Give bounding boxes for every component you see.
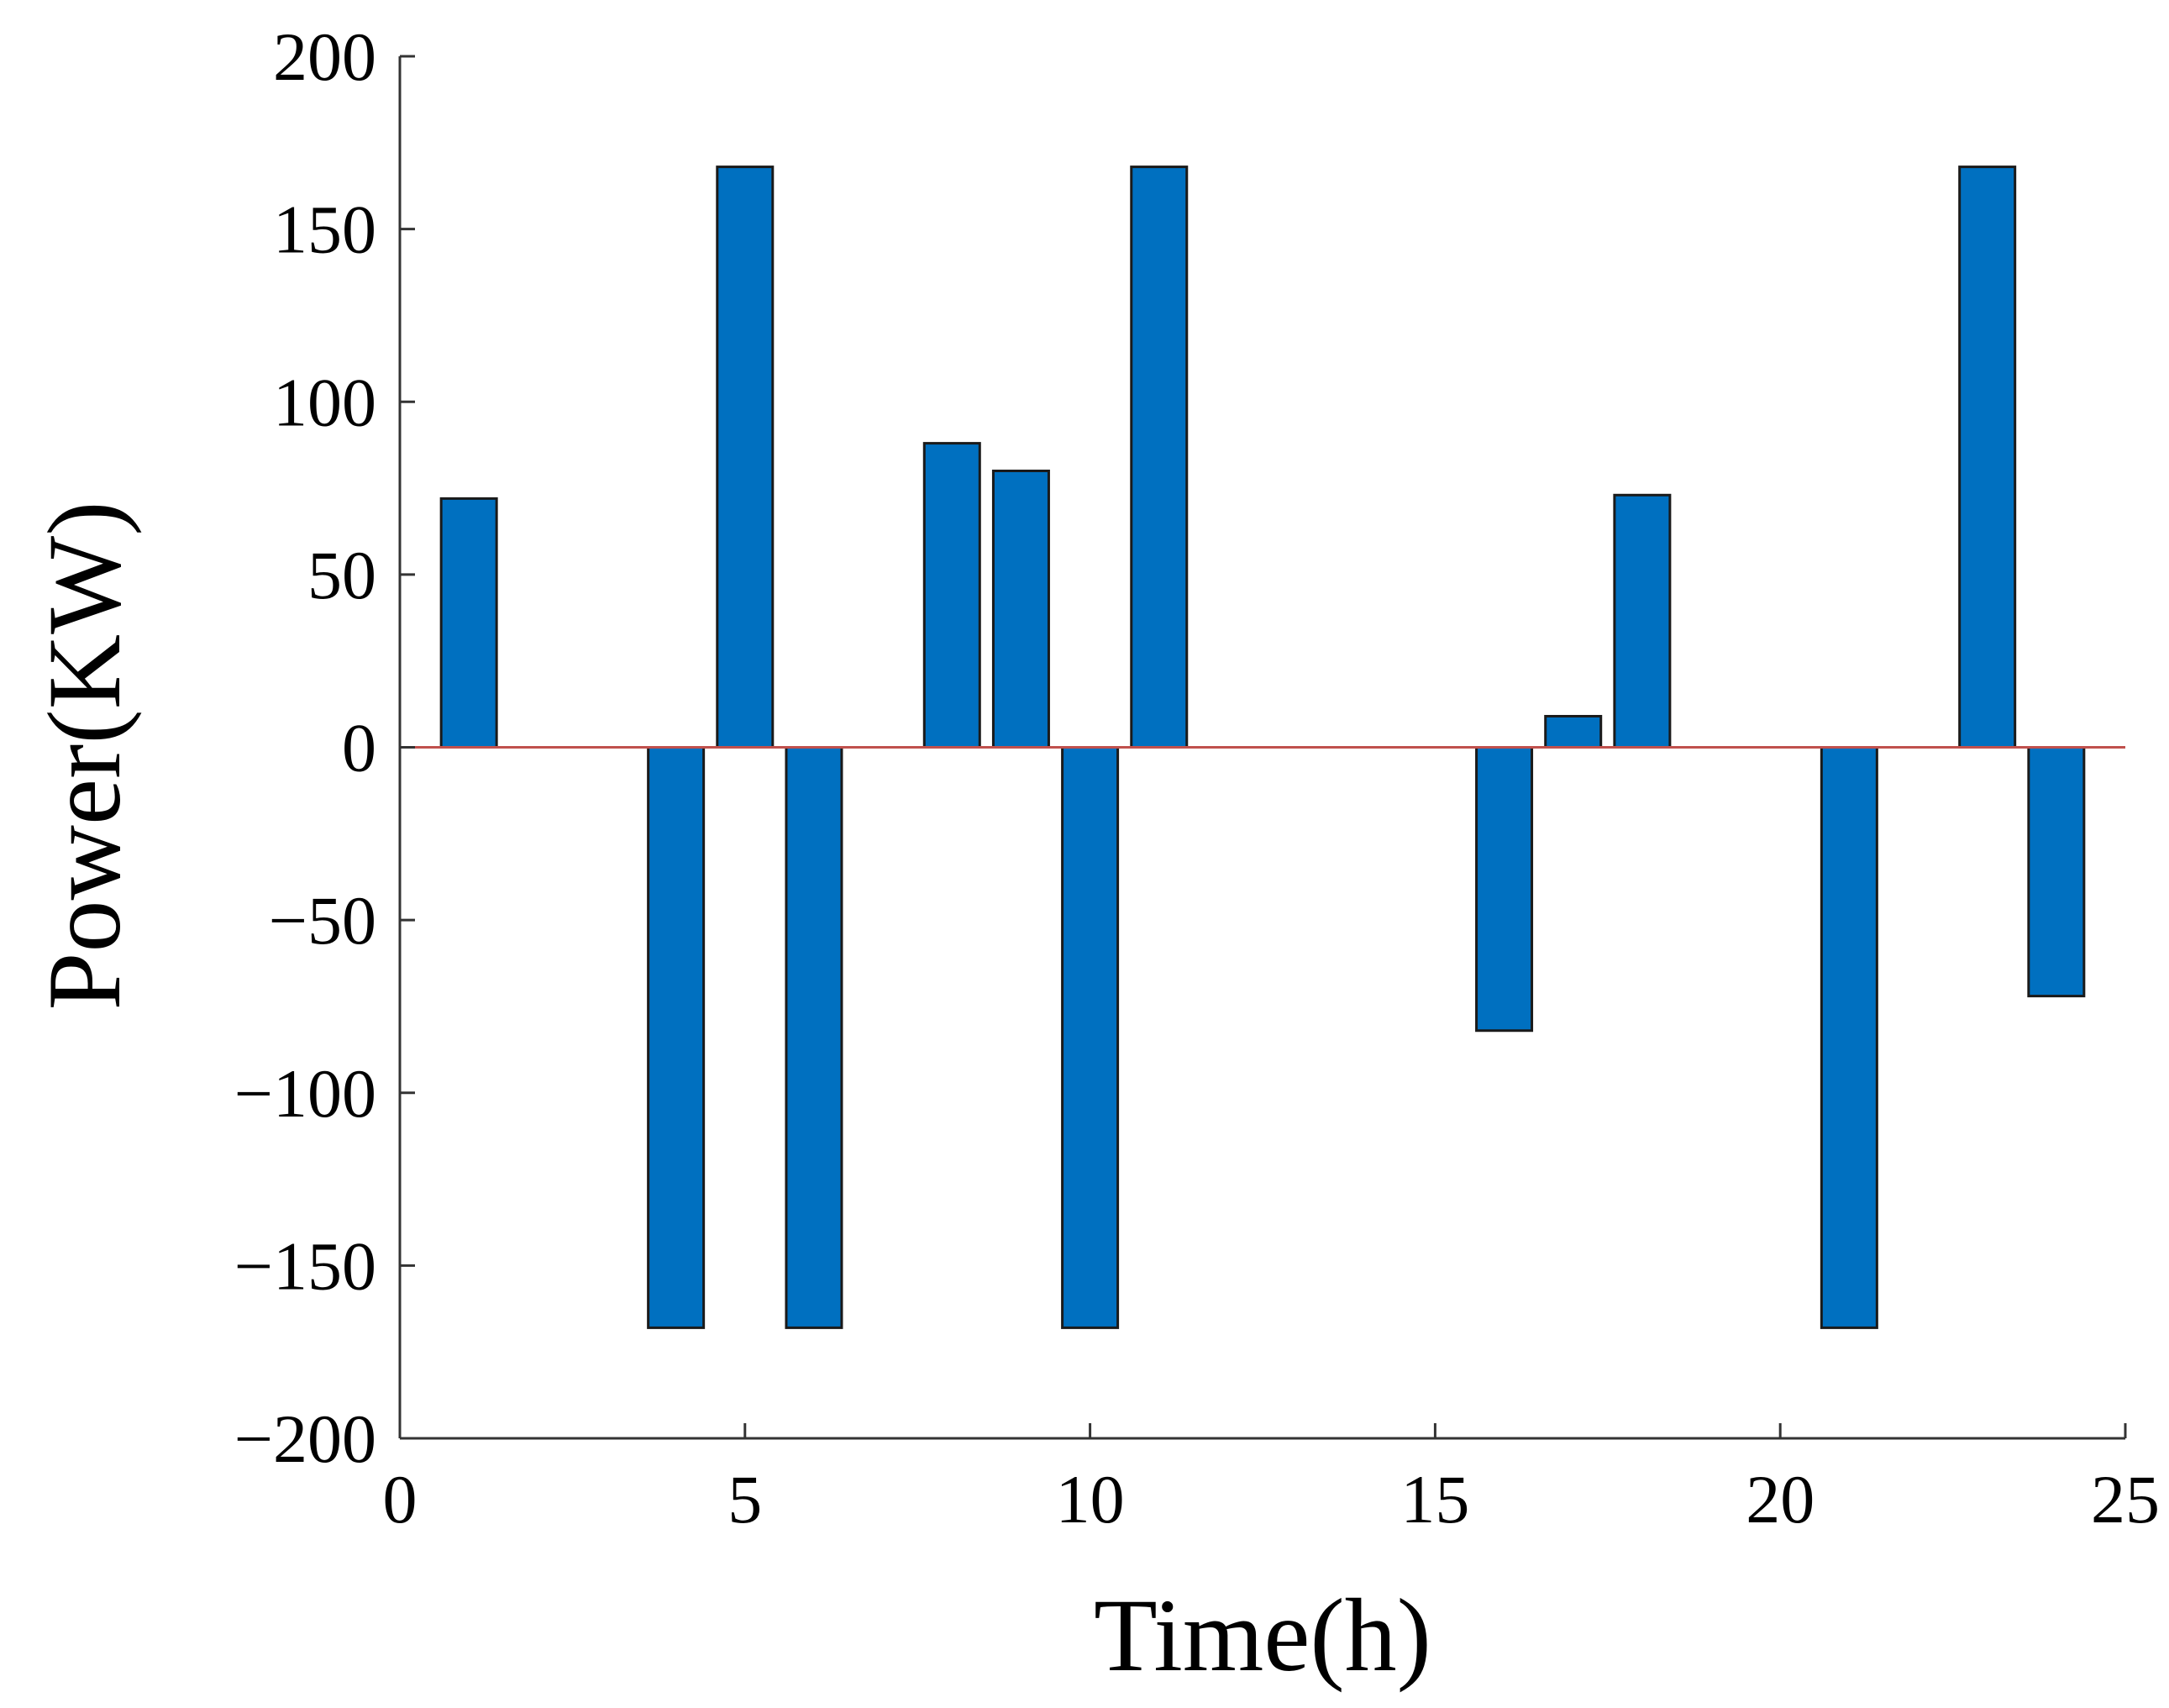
bar-6 (785, 746, 843, 1329)
y-tick-label: −200 (234, 1401, 376, 1477)
axes-group (398, 55, 2127, 1440)
bar-16 (1475, 746, 1534, 1033)
x-tick-label: 20 (1746, 1461, 1815, 1537)
y-tick-label: 200 (273, 18, 376, 95)
x-tick-label: 15 (1400, 1461, 1469, 1537)
bar-18 (1613, 493, 1672, 749)
bar-10 (1061, 746, 1120, 1329)
x-tick-label: 5 (727, 1461, 762, 1537)
x-tick-label: 25 (2091, 1461, 2160, 1537)
x-tick-label: 10 (1056, 1461, 1125, 1537)
bars-group (439, 166, 2086, 1329)
y-tick-label: 150 (273, 192, 376, 268)
bar-11 (1130, 166, 1189, 749)
y-tick-label: −50 (269, 882, 376, 959)
y-tick-label: −100 (234, 1055, 376, 1132)
bar-21 (1820, 746, 1878, 1329)
y-tick-label: −150 (234, 1227, 376, 1304)
bar-23 (1958, 166, 2017, 749)
bar-1 (439, 497, 498, 749)
y-axis-title: Power(KW) (27, 501, 142, 1010)
bar-5 (716, 166, 775, 749)
y-tick-label: 0 (342, 710, 376, 786)
x-tick-label: 0 (383, 1461, 418, 1537)
y-tick-labels: 200 150 100 50 0 −50 −100 −150 −200 (234, 18, 376, 1477)
x-axis-title: Time(h) (1094, 1578, 1431, 1693)
bar-9 (991, 470, 1050, 749)
y-tick-label: 50 (307, 537, 376, 613)
y-tick-label: 100 (273, 364, 376, 440)
x-tick-labels: 0 5 10 15 20 25 (383, 1461, 2161, 1537)
bar-24 (2027, 746, 2086, 998)
bar-17 (1544, 714, 1603, 749)
bar-4 (647, 746, 706, 1329)
bar-8 (922, 442, 981, 749)
